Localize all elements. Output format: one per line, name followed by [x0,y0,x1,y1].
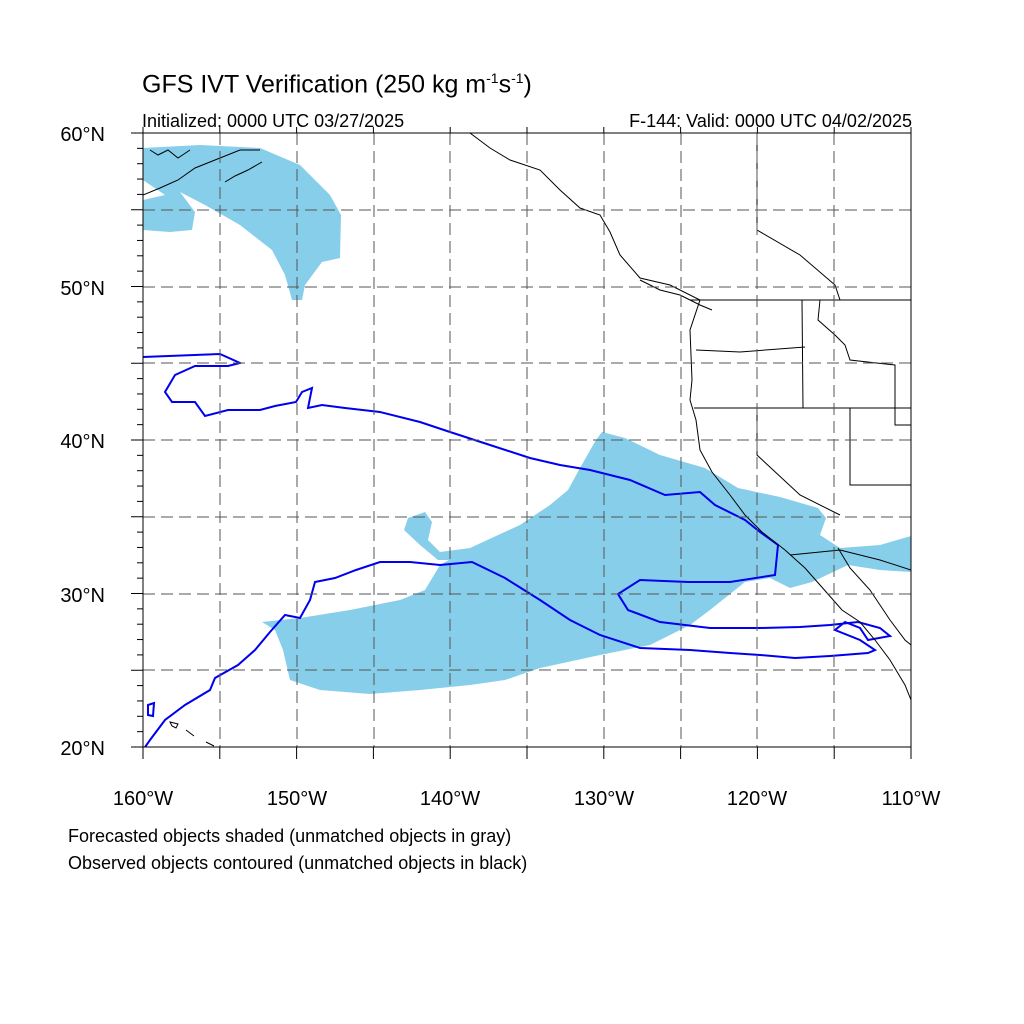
lon-label-160w: 160°W [113,788,173,810]
lat-labels: 60°N 50°N 40°N 30°N 20°N [60,124,105,760]
lon-label-150w: 150°W [267,788,327,810]
lon-label-130w: 130°W [574,788,634,810]
canada-interior [756,133,841,301]
lat-label-40: 40°N [60,431,105,453]
state-border-az [849,408,911,486]
map-title: GFS IVT Verification (250 kg m-1s-1) [142,70,532,99]
north-america-coast [469,133,911,701]
forecast-objects [143,145,911,694]
lon-label-110w: 110°W [882,788,941,810]
grid-lines [143,133,911,747]
valid-time: F-144: Valid: 0000 UTC 04/02/2025 [629,111,912,131]
forecast-object-north [143,145,341,300]
lon-labels: 160°W 150°W 140°W 130°W 120°W 110°W [113,788,941,810]
lat-label-30: 30°N [60,585,105,607]
lat-label-50: 50°N [60,278,105,300]
alaska-coast [143,149,260,196]
observed-note: Observed objects contoured (unmatched ob… [68,853,528,873]
axis-ticks [131,127,912,759]
vancouver-island [639,279,713,311]
lat-label-20: 20°N [60,738,105,760]
us-mexico-border [789,549,911,571]
initialized-time: Initialized: 0000 UTC 03/27/2025 [142,111,405,131]
observed-contour-main [143,352,893,747]
alaska-islands [149,149,263,183]
observed-contour-small [147,701,156,718]
baja-peninsula [837,547,911,646]
map-content [143,133,911,747]
state-border-or-wa [695,346,806,353]
hawaii-islands [169,721,215,747]
lon-label-120w: 120°W [727,788,787,810]
observed-objects [143,352,893,747]
lat-label-60: 60°N [60,124,105,146]
forecast-object-main [262,432,911,694]
state-border-id-mt [801,299,911,426]
forecast-note: Forecasted objects shaded (unmatched obj… [68,826,512,846]
lon-label-140w: 140°W [420,788,480,810]
forecast-object-offshoot [404,512,470,560]
